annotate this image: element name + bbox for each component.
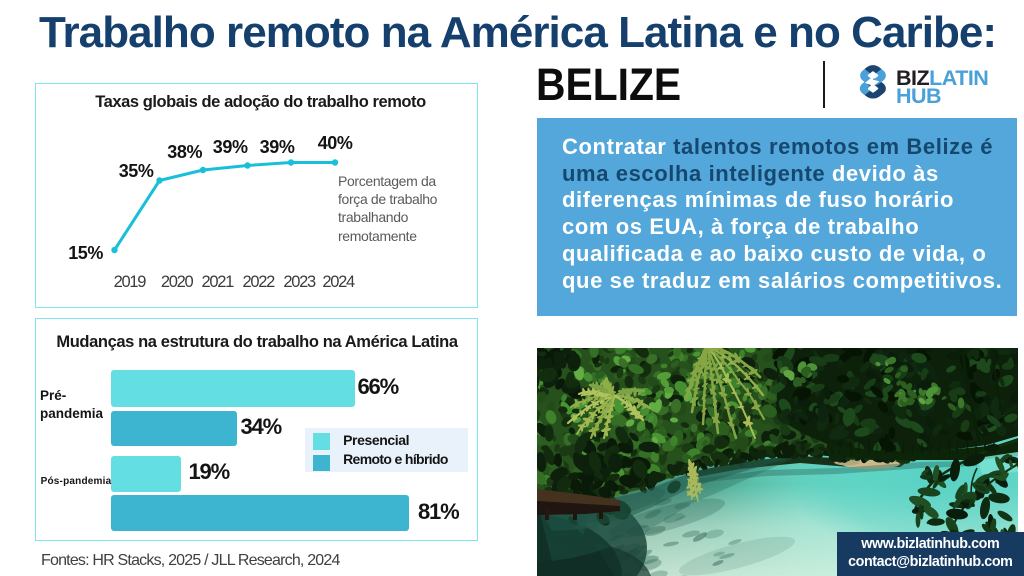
svg-text:HUB: HUB (896, 84, 941, 108)
svg-text:BIZLATIN: BIZLATIN (896, 66, 988, 90)
